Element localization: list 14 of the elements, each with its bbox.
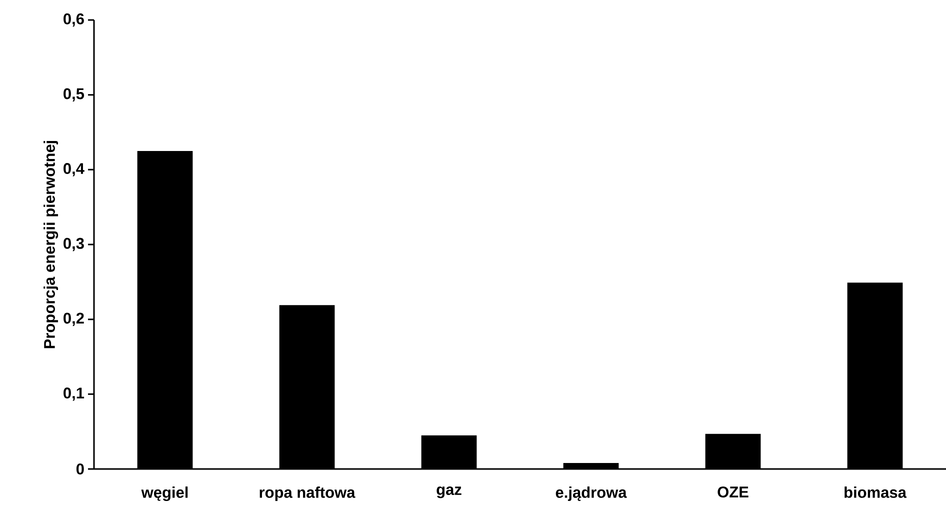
- y-tick-label: 0,1: [64, 388, 84, 401]
- y-tick-label: 0,2: [64, 312, 84, 326]
- y-tick-label: 0,3: [64, 238, 84, 252]
- x-tick-label: OZE: [718, 486, 748, 498]
- y-tick-label: 0,4: [64, 163, 84, 176]
- y-tick-label: 0,6: [64, 13, 84, 27]
- x-tick-label: węgiel: [141, 486, 188, 502]
- y-axis-title: Proporcja energii pierwotnej: [44, 140, 58, 348]
- y-tick-label: 0: [76, 464, 84, 474]
- y-tick-label: 0,5: [64, 88, 84, 102]
- x-tick-label: e.jądrowa: [556, 486, 627, 501]
- x-tick-label: biomasa: [844, 486, 907, 498]
- x-tick-label: gaz: [436, 486, 462, 498]
- x-tick-label: ropa naftowa: [260, 486, 356, 501]
